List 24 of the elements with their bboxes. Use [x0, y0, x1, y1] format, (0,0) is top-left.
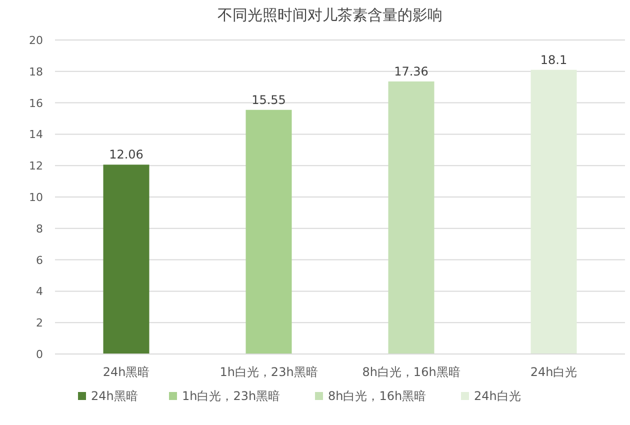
y-tick-label: 0 [36, 348, 43, 361]
data-label: 15.55 [252, 92, 286, 107]
legend-label: 1h白光，23h黑暗 [182, 389, 280, 403]
y-tick-label: 12 [29, 160, 43, 173]
x-tick-label: 1h白光，23h黑暗 [220, 365, 318, 379]
legend-label: 24h黑暗 [91, 389, 138, 403]
x-tick-label: 24h白光 [530, 365, 578, 379]
legend-label: 24h白光 [474, 389, 521, 403]
data-label: 12.06 [109, 148, 144, 162]
y-tick-label: 18 [29, 65, 43, 78]
chart-title: 不同光照时间对儿茶素含量的影响 [218, 6, 442, 24]
y-tick-label: 14 [29, 128, 43, 142]
y-tick-label: 16 [29, 96, 43, 110]
x-tick-label: 8h白光，16h黑暗 [362, 365, 460, 379]
data-label: 17.36 [394, 64, 428, 78]
y-tick-label: 20 [29, 34, 43, 47]
data-label: 18.1 [540, 52, 568, 67]
y-tick-label: 6 [36, 254, 43, 267]
y-tick-label: 2 [36, 316, 43, 330]
x-tick-label: 24h黑暗 [102, 365, 150, 379]
y-tick-label: 8 [36, 222, 43, 236]
legend-label: 8h白光，16h黑暗 [328, 389, 426, 403]
y-tick-label: 10 [29, 191, 43, 204]
y-tick-label: 4 [36, 285, 43, 298]
